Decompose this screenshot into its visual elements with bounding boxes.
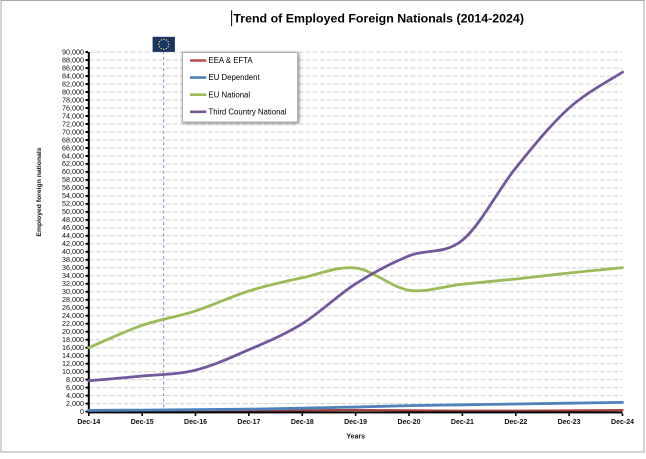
svg-text:72,000: 72,000 [62, 119, 84, 128]
svg-text:52,000: 52,000 [62, 199, 84, 208]
svg-text:Dec-23: Dec-23 [558, 419, 581, 426]
svg-text:Dec-22: Dec-22 [504, 419, 527, 426]
svg-text:64,000: 64,000 [62, 151, 84, 160]
svg-text:10,000: 10,000 [62, 367, 84, 376]
svg-text:44,000: 44,000 [62, 231, 84, 240]
svg-text:36,000: 36,000 [62, 263, 84, 272]
svg-text:56,000: 56,000 [62, 183, 84, 192]
svg-text:42,000: 42,000 [62, 239, 84, 248]
svg-text:62,000: 62,000 [62, 159, 84, 168]
svg-text:EEA & EFTA: EEA & EFTA [209, 56, 254, 65]
svg-text:68,000: 68,000 [62, 135, 84, 144]
svg-text:4,000: 4,000 [66, 391, 84, 400]
svg-text:Dec-16: Dec-16 [184, 419, 207, 426]
svg-text:12,000: 12,000 [62, 359, 84, 368]
svg-text:70,000: 70,000 [62, 127, 84, 136]
svg-text:82,000: 82,000 [62, 79, 84, 88]
svg-text:78,000: 78,000 [62, 95, 84, 104]
svg-text:76,000: 76,000 [62, 103, 84, 112]
svg-text:Years: Years [346, 434, 365, 441]
svg-text:80,000: 80,000 [62, 87, 84, 96]
svg-text:16,000: 16,000 [62, 343, 84, 352]
svg-text:50,000: 50,000 [62, 207, 84, 216]
svg-text:Dec-17: Dec-17 [237, 419, 260, 426]
svg-text:Third Country National: Third Country National [209, 107, 287, 116]
svg-text:24,000: 24,000 [62, 311, 84, 320]
svg-text:26,000: 26,000 [62, 303, 84, 312]
svg-text:8,000: 8,000 [66, 375, 84, 384]
svg-text:Dec-15: Dec-15 [131, 419, 154, 426]
svg-text:34,000: 34,000 [62, 271, 84, 280]
svg-text:18,000: 18,000 [62, 335, 84, 344]
svg-text:32,000: 32,000 [62, 279, 84, 288]
svg-text:Dec-14: Dec-14 [77, 419, 100, 426]
svg-text:2,000: 2,000 [66, 399, 84, 408]
svg-text:22,000: 22,000 [62, 319, 84, 328]
svg-text:88,000: 88,000 [62, 55, 84, 64]
svg-text:58,000: 58,000 [62, 175, 84, 184]
svg-text:90,000: 90,000 [62, 47, 84, 56]
svg-text:Dec-18: Dec-18 [291, 419, 314, 426]
svg-text:Dec-20: Dec-20 [398, 419, 421, 426]
svg-text:Dec-19: Dec-19 [344, 419, 367, 426]
svg-text:6,000: 6,000 [66, 383, 84, 392]
svg-text:Dec-24: Dec-24 [611, 419, 634, 426]
svg-text:66,000: 66,000 [62, 143, 84, 152]
svg-text:14,000: 14,000 [62, 351, 84, 360]
svg-text:EU Dependent: EU Dependent [209, 73, 261, 82]
svg-text:60,000: 60,000 [62, 167, 84, 176]
svg-text:54,000: 54,000 [62, 191, 84, 200]
svg-text:30,000: 30,000 [62, 287, 84, 296]
svg-text:20,000: 20,000 [62, 327, 84, 336]
svg-text:38,000: 38,000 [62, 255, 84, 264]
svg-text:28,000: 28,000 [62, 295, 84, 304]
svg-text:84,000: 84,000 [62, 71, 84, 80]
svg-text:40,000: 40,000 [62, 247, 84, 256]
svg-text:74,000: 74,000 [62, 111, 84, 120]
svg-text:Trend of Employed Foreign Nati: Trend of Employed Foreign Nationals (201… [233, 11, 524, 25]
svg-text:EU National: EU National [209, 90, 251, 99]
svg-text:48,000: 48,000 [62, 215, 84, 224]
svg-text:86,000: 86,000 [62, 63, 84, 72]
svg-text:Employed foreign nationals: Employed foreign nationals [36, 147, 43, 236]
svg-text:Dec-21: Dec-21 [451, 419, 474, 426]
svg-text:0: 0 [80, 407, 84, 416]
svg-text:46,000: 46,000 [62, 223, 84, 232]
